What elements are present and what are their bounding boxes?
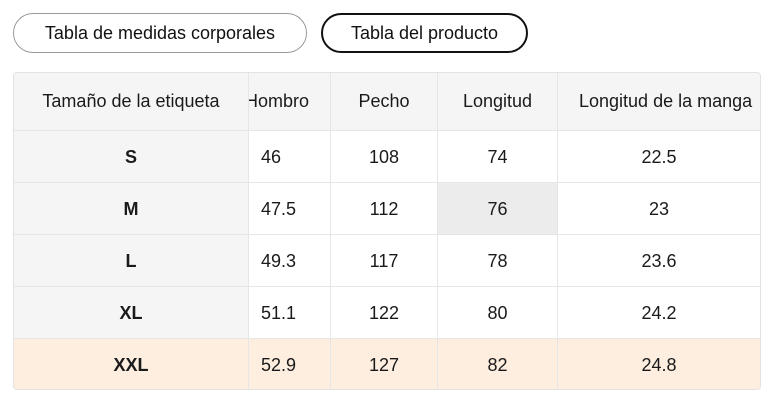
tab-product-chart[interactable]: Tabla del producto <box>321 13 528 53</box>
length-cell: 80 <box>437 287 557 339</box>
table-row: M 47.5 112 76 23 <box>14 182 760 235</box>
shoulder-cell: 46 <box>248 131 330 183</box>
length-cell: 82 <box>437 339 557 389</box>
header-length: Longitud <box>437 73 557 130</box>
header-shoulder: Hombro <box>248 73 330 130</box>
size-cell: L <box>14 235 248 287</box>
tab-body-measurements[interactable]: Tabla de medidas corporales <box>13 13 307 53</box>
table-row-highlighted: XXL 52.9 127 82 24.8 <box>14 338 760 389</box>
length-cell: 78 <box>437 235 557 287</box>
table-row: S 46 108 74 22.5 <box>14 130 760 183</box>
shoulder-cell: 52.9 <box>248 339 330 389</box>
chest-cell: 122 <box>330 287 437 339</box>
header-chest: Pecho <box>330 73 437 130</box>
table-row: L 49.3 117 78 23.6 <box>14 234 760 287</box>
table-row: XL 51.1 122 80 24.2 <box>14 286 760 339</box>
header-sleeve-length: Longitud de la manga <box>557 73 760 130</box>
sleeve-cell: 23.6 <box>557 235 760 287</box>
chest-cell: 112 <box>330 183 437 235</box>
chest-cell: 127 <box>330 339 437 389</box>
shoulder-cell: 49.3 <box>248 235 330 287</box>
chest-cell: 108 <box>330 131 437 183</box>
chest-cell: 117 <box>330 235 437 287</box>
size-cell: S <box>14 131 248 183</box>
shoulder-cell: 47.5 <box>248 183 330 235</box>
size-cell: M <box>14 183 248 235</box>
sleeve-cell: 24.2 <box>557 287 760 339</box>
size-cell: XXL <box>14 339 248 389</box>
length-cell-highlighted: 76 <box>437 183 557 235</box>
shoulder-cell: 51.1 <box>248 287 330 339</box>
sleeve-cell: 24.8 <box>557 339 760 389</box>
size-table: Tamaño de la etiqueta Hombro Pecho Longi… <box>13 72 761 390</box>
table-header-row: Tamaño de la etiqueta Hombro Pecho Longi… <box>14 73 760 130</box>
sleeve-cell: 23 <box>557 183 760 235</box>
size-chart-tabs: Tabla de medidas corporales Tabla del pr… <box>13 13 528 53</box>
sleeve-cell: 22.5 <box>557 131 760 183</box>
length-cell: 74 <box>437 131 557 183</box>
header-size-label: Tamaño de la etiqueta <box>14 73 248 130</box>
size-cell: XL <box>14 287 248 339</box>
